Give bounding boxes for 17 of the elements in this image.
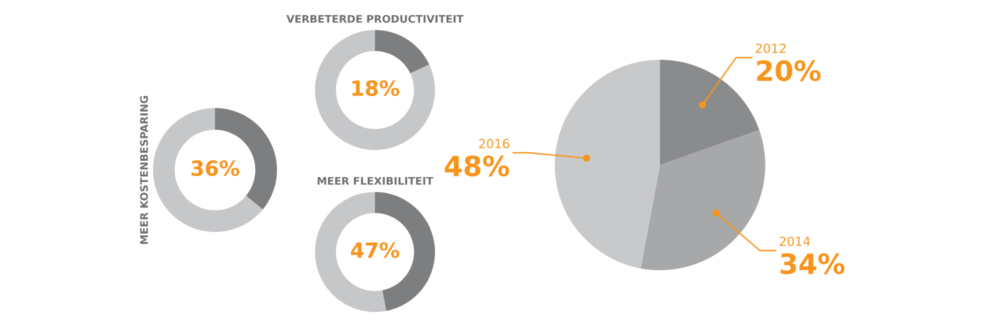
text: MEER KOSTENBESPARING <box>140 96 148 244</box>
pie-slice <box>640 130 766 270</box>
slice-label: 2012 <box>756 44 786 54</box>
donut-slice <box>375 30 430 74</box>
chart-title: MEER FLEXIBILITEIT <box>318 177 434 185</box>
data-label: 36% <box>191 160 240 176</box>
donut-slice <box>153 108 263 232</box>
slice-label: 2016 <box>479 138 510 148</box>
slice-label: 2014 <box>780 236 810 246</box>
data-label: 48% <box>444 155 510 176</box>
data-label: 34% <box>780 253 844 274</box>
data-label: 18% <box>352 80 400 96</box>
data-label: 20% <box>757 60 821 82</box>
chart-title: VERBETERDE PRODUCTIVITEIT <box>286 14 464 23</box>
pie-slice <box>554 60 660 268</box>
donut-slice <box>315 30 435 150</box>
data-label: 47% <box>351 242 400 258</box>
